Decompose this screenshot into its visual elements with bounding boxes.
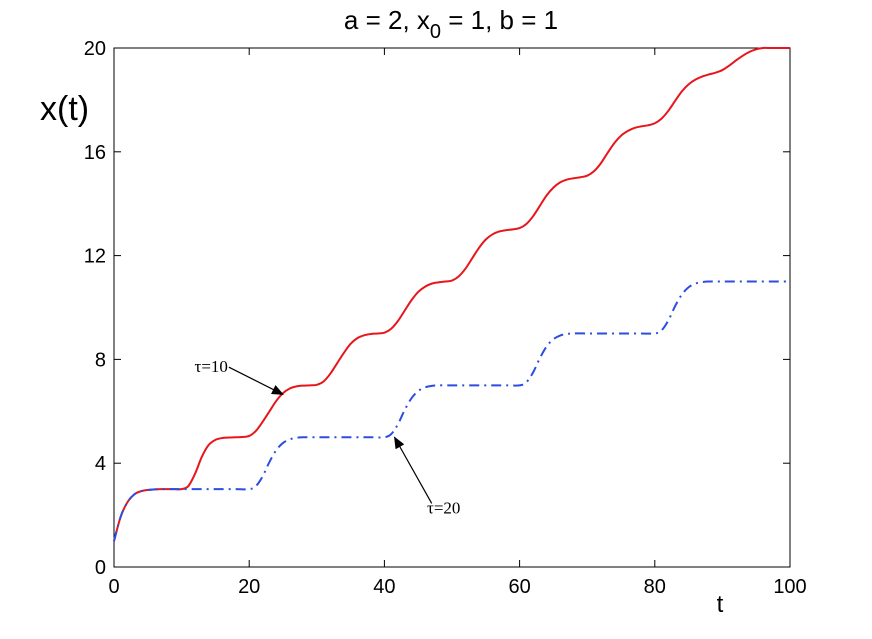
x-tick-label: 100 [773,576,806,598]
x-axis-label: t [717,591,724,618]
y-tick-label: 0 [95,557,106,579]
y-tick-label: 8 [95,349,106,371]
x-tick-label: 80 [644,576,666,598]
plot-area [113,47,791,568]
y-axis-label: x(t) [40,90,89,128]
x-tick-label: 40 [373,576,395,598]
series-layer [113,46,790,542]
annotation-arrow [228,366,284,395]
x-tick-label: 60 [508,576,530,598]
x-tick-label: 20 [238,576,260,598]
y-tick-label: 20 [84,38,106,60]
x-tick-label: 0 [108,576,119,598]
y-tick-label: 12 [84,246,106,268]
series-line-1 [113,46,790,542]
annotation-arrow [394,436,433,504]
y-tick-label: 4 [95,453,106,475]
annotation-label: τ=10 [194,357,227,376]
y-tick-label: 16 [84,142,106,164]
axis-ticks: 0 20 40 60 80 100 0 4 8 12 16 20 [84,38,807,598]
series-line-2 [113,280,790,542]
annotation-label: τ=20 [427,498,460,517]
chart-title: a = 2, x0 = 1, b = 1 [344,5,558,43]
annotation-layer: τ=10 τ=20 [194,357,460,517]
